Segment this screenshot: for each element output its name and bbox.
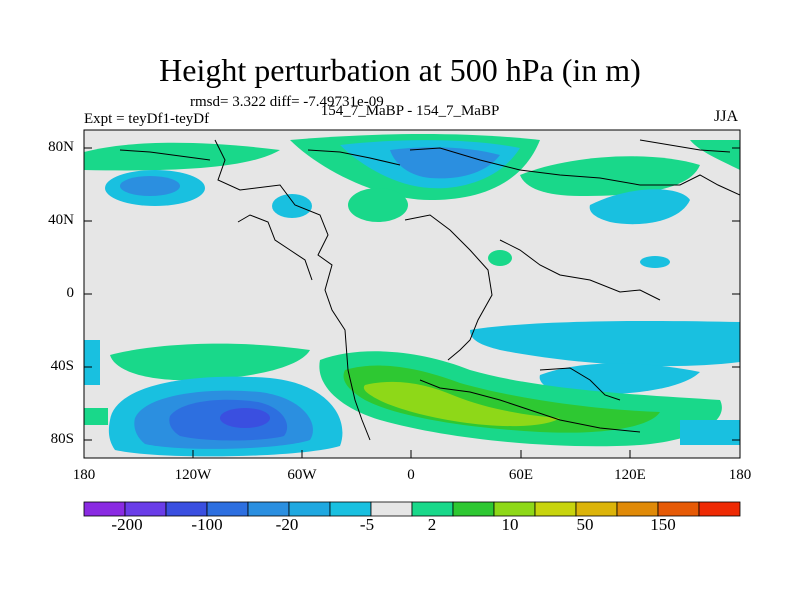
colorbar-swatch	[657, 501, 700, 517]
colorbar	[83, 501, 741, 517]
colorbar-swatch	[83, 501, 126, 517]
x-tick-label: 60E	[508, 467, 534, 483]
colorbar-swatch	[575, 501, 618, 517]
page-title: Height perturbation at 500 hPa (in m)	[159, 52, 641, 88]
colorbar-label: -5	[359, 515, 375, 534]
x-tick-label: 60W	[287, 467, 317, 483]
experiment-label: Expt = teyDf1-teyDf	[84, 111, 210, 127]
colorbar-swatch	[493, 501, 536, 517]
y-tick-label: 0	[66, 285, 75, 301]
colorbar-swatch	[534, 501, 577, 517]
x-ticks	[83, 450, 741, 458]
x-tick-label: 0	[407, 467, 415, 483]
x-tick-label: 120W	[174, 467, 212, 483]
colorbar-swatch	[124, 501, 167, 517]
colorbar-label: -100	[191, 515, 223, 534]
colorbar-label: -20	[275, 515, 299, 534]
y-tick-label: 80N	[48, 139, 74, 155]
colorbar-swatch	[288, 501, 331, 517]
colorbar-swatch	[698, 501, 741, 517]
season-label: JJA	[713, 108, 738, 125]
southern-anomalies	[84, 320, 740, 457]
colorbar-label: -200	[111, 515, 143, 534]
x-tick-label: 180	[728, 467, 752, 483]
colorbar-label: 2	[427, 515, 437, 534]
colorbar-swatch	[411, 501, 454, 517]
stats-text: rmsd= 3.322 diff= -7.49731e-09	[190, 94, 384, 110]
colorbar-swatch	[206, 501, 249, 517]
colorbar-label: 10	[501, 515, 519, 534]
colorbar-swatch	[329, 501, 372, 517]
x-tick-label: 180	[72, 467, 96, 483]
colorbar-swatch	[452, 501, 495, 517]
comparison-label: 154_7_MaBP - 154_7_MaBP	[320, 103, 500, 119]
coastlines	[119, 139, 740, 441]
y-tick-label: 40N	[48, 212, 74, 228]
colorbar-swatch	[247, 501, 290, 517]
colorbar-swatch	[616, 501, 659, 517]
y-tick-label: 40S	[50, 358, 74, 374]
colorbar-label: 150	[650, 515, 676, 534]
colorbar-swatch	[370, 501, 413, 517]
colorbar-label: 50	[576, 515, 594, 534]
y-ticks	[84, 147, 740, 441]
x-tick-label: 120E	[614, 467, 646, 483]
colorbar-swatch	[165, 501, 208, 517]
y-tick-label: 80S	[50, 431, 74, 447]
